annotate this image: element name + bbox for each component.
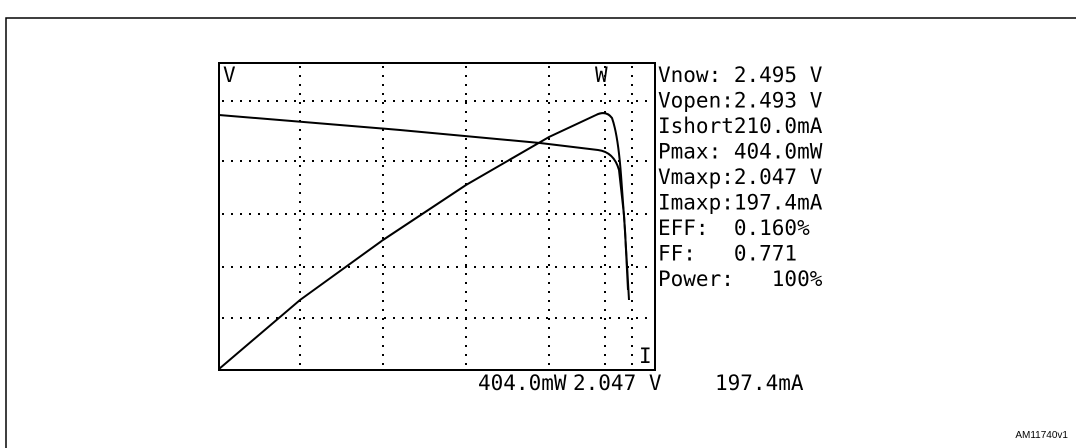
power-axis-label: W (595, 63, 608, 87)
plot: V W I (218, 62, 656, 371)
voltage-axis-label: V (223, 63, 236, 87)
cursor-current: 197.4mA (715, 371, 804, 395)
readout: FF: 0.771 (658, 242, 797, 266)
figure-frame (5, 17, 1076, 448)
readout: Power: 100% (658, 267, 823, 291)
readout: EFF: 0.160% (658, 216, 810, 240)
readout: Pmax: 404.0mW (658, 140, 823, 164)
iv-curve (218, 114, 630, 301)
figure-id: AM11740v1 (1015, 430, 1068, 441)
readout: Imaxp:197.4mA (658, 191, 823, 215)
current-axis-label: I (639, 344, 652, 368)
readout: Ishort210.0mA (658, 114, 823, 138)
plot-frame (218, 62, 656, 371)
cursor-voltage: 2.047 V (573, 371, 662, 395)
readout: Vmaxp:2.047 V (658, 165, 823, 189)
readout: Vopen:2.493 V (658, 89, 823, 113)
power-curve (218, 112, 629, 370)
readout: Vnow: 2.495 V (658, 63, 823, 87)
cursor-power: 404.0mW (478, 371, 567, 395)
